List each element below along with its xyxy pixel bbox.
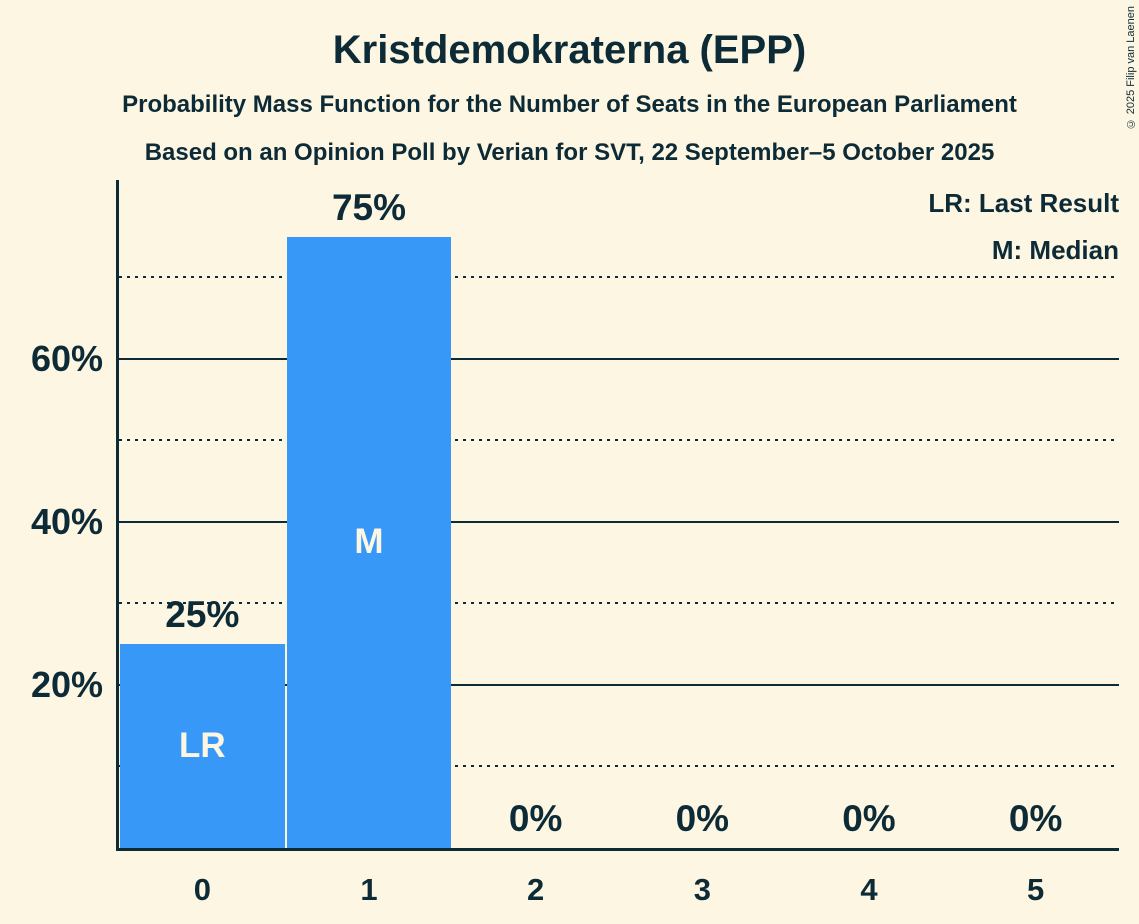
gridline-dotted-50pct	[119, 439, 1119, 442]
y-axis-tick-label-20pct: 20%	[30, 663, 103, 705]
x-axis-tick-label-0: 0	[193, 872, 211, 907]
gridline-dotted-10pct	[119, 765, 1119, 768]
x-axis-tick-label-4: 4	[860, 872, 878, 907]
bar-value-label-1: 75%	[331, 186, 407, 228]
gridline-solid-40pct	[119, 520, 1119, 523]
gridline-solid-60pct	[119, 357, 1119, 360]
y-axis-tick-label-40pct: 40%	[30, 500, 103, 542]
gridline-solid-20pct	[119, 683, 1119, 686]
bar-value-label-3: 0%	[675, 798, 730, 839]
copyright-notice: © 2025 Filip van Laenen	[1125, 6, 1137, 130]
y-axis-tick-label-60pct: 60%	[30, 337, 103, 379]
y-axis-line	[116, 180, 119, 851]
x-axis-tick-label-3: 3	[693, 872, 711, 907]
bar-value-label-0: 25%	[165, 594, 240, 636]
x-axis-line	[116, 848, 1119, 851]
bar-value-label-2: 0%	[508, 798, 563, 839]
chart-title: Kristdemokraterna (EPP)	[332, 28, 807, 72]
gridline-dotted-70pct	[119, 276, 1119, 279]
bar-seats-1: M	[286, 236, 452, 848]
bar-value-label-5: 0%	[1008, 798, 1063, 839]
bar-value-label-4: 0%	[842, 798, 896, 839]
legend-entry-last-result: LR: Last Result	[928, 188, 1119, 218]
x-axis-tick-label-5: 5	[1027, 872, 1045, 907]
gridline-dotted-30pct	[119, 602, 1119, 605]
bar-annotation-lr: LR	[179, 726, 226, 766]
legend: LR: Last Result M: Median	[928, 180, 1119, 274]
chart-subtitle-line2: Based on an Opinion Poll by Verian for S…	[144, 139, 995, 166]
legend-entry-median: M: Median	[991, 235, 1119, 265]
chart-subtitle-line1: Probability Mass Function for the Number…	[122, 91, 1017, 118]
x-axis-tick-label-2: 2	[527, 872, 545, 907]
x-axis-tick-label-1: 1	[360, 872, 378, 907]
bar-seats-0: LR	[120, 644, 285, 848]
plot-area: LR 25% M 75% 0% 0% 0% 0%	[119, 182, 1119, 848]
bar-annotation-m: M	[354, 522, 384, 562]
